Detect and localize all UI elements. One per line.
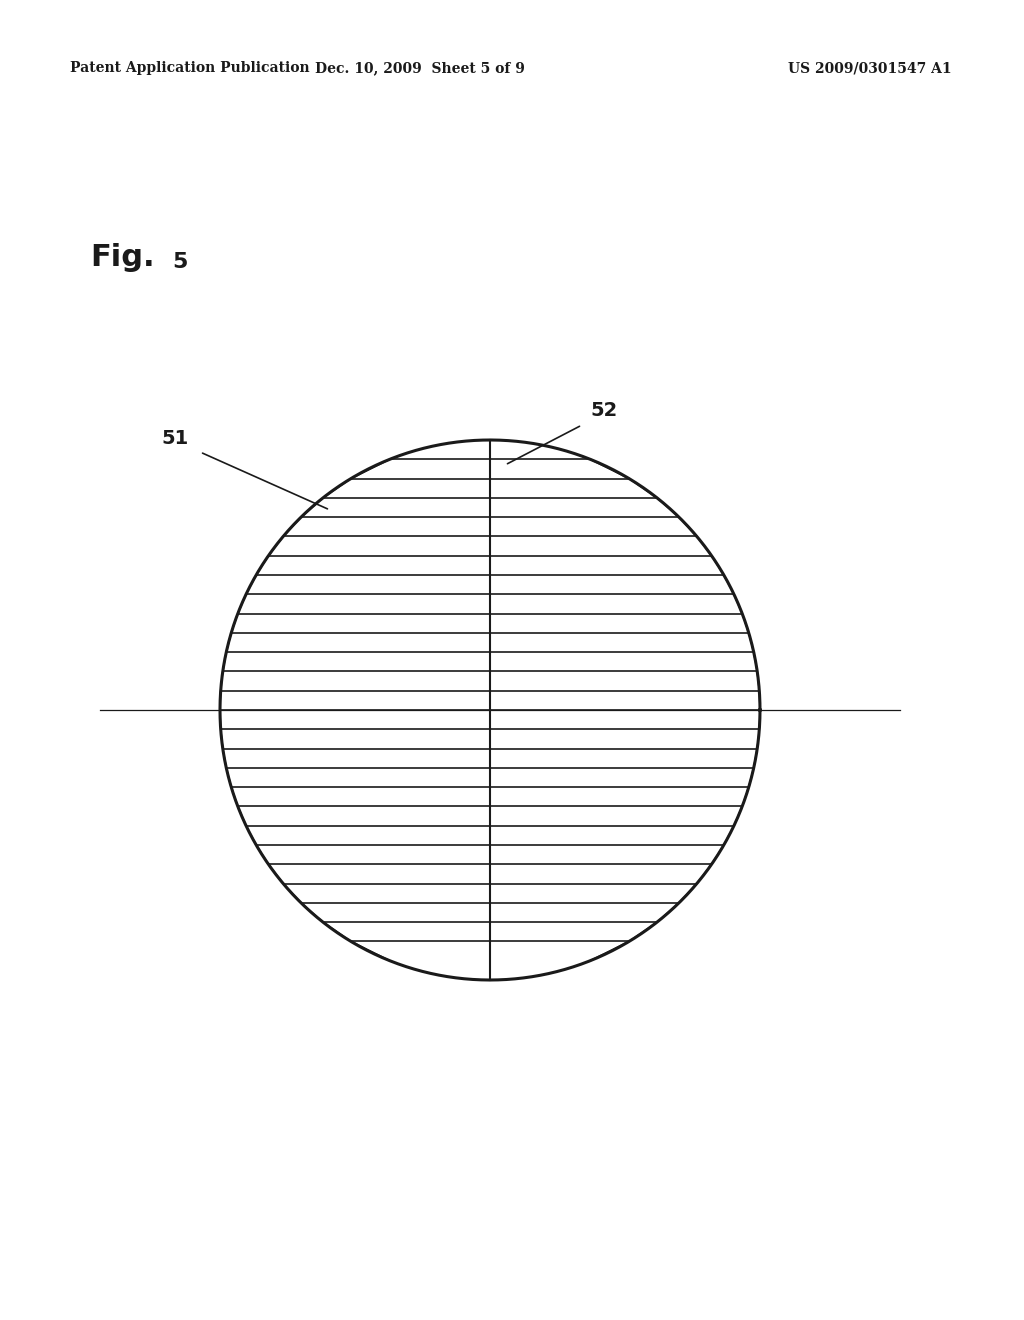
Text: 51: 51	[162, 429, 188, 447]
Text: Dec. 10, 2009  Sheet 5 of 9: Dec. 10, 2009 Sheet 5 of 9	[315, 61, 525, 75]
Text: Fig.: Fig.	[90, 243, 155, 272]
Text: US 2009/0301547 A1: US 2009/0301547 A1	[788, 61, 952, 75]
Text: Patent Application Publication: Patent Application Publication	[70, 61, 309, 75]
Text: 5: 5	[172, 252, 187, 272]
Text: 52: 52	[590, 400, 617, 420]
